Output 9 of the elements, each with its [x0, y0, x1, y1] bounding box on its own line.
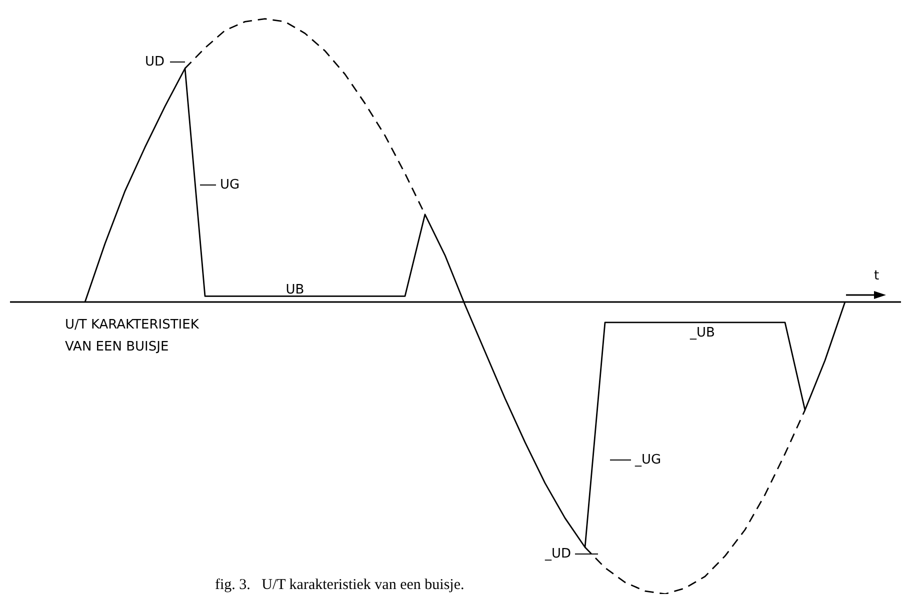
annotation: UD — [145, 54, 165, 70]
annotation: _UB — [689, 325, 715, 340]
annotation: fig. 3. U/T karakteristiek van een buisje. — [215, 576, 464, 593]
annotation: UG — [220, 177, 240, 192]
annotation: _UD — [544, 546, 572, 562]
annotation: U/T KARAKTERISTIEK VAN EEN BUISJE — [65, 317, 200, 354]
text: t — [874, 268, 880, 284]
annotation: UB — [286, 282, 304, 298]
annotation: _UG — [634, 452, 662, 468]
